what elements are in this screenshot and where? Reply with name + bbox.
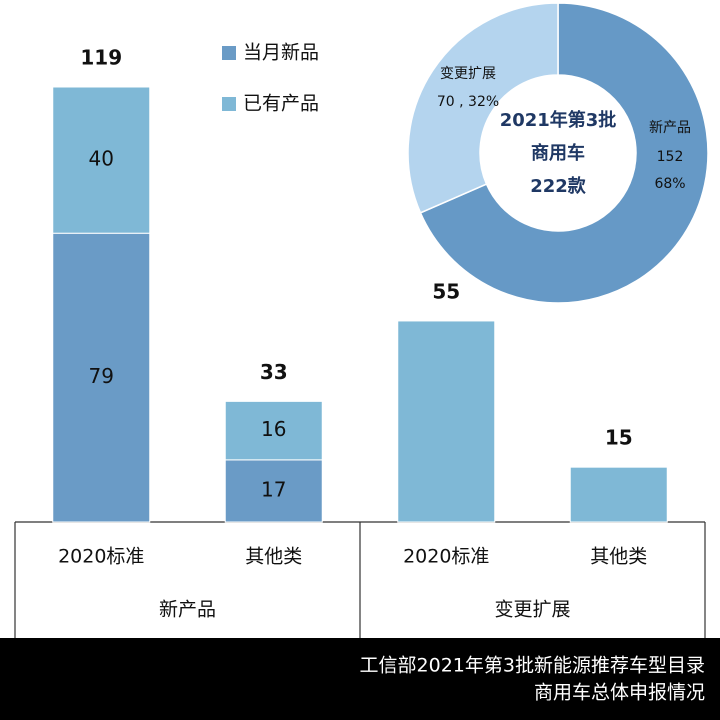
slice-name: 新产品 — [649, 120, 691, 136]
footer-line: 工信部2021年第3批新能源推荐车型目录 — [360, 655, 705, 677]
group-label: 变更扩展 — [494, 599, 570, 621]
legend-label: 当月新品 — [243, 42, 319, 64]
slice-name: 变更扩展 — [440, 66, 496, 82]
footer-line: 商用车总体申报情况 — [534, 682, 705, 704]
total-label: 15 — [605, 426, 633, 450]
segment-label: 17 — [261, 477, 286, 501]
total-label: 33 — [260, 360, 288, 384]
footer-band — [0, 638, 720, 720]
x-tick-label: 2020标准 — [403, 546, 489, 568]
total-label: 55 — [432, 279, 460, 303]
donut-center-text: 商用车 — [531, 142, 585, 164]
slice-label-part: , — [455, 94, 468, 110]
bar-segment — [52, 232, 151, 523]
donut-hole — [480, 75, 636, 231]
slice-value: 152 — [657, 149, 684, 165]
bar-segment — [224, 459, 323, 523]
legend-label: 已有产品 — [243, 93, 319, 115]
slice-label-part: 70 — [437, 94, 455, 110]
x-tick-label: 其他类 — [590, 546, 647, 568]
category-axis-box — [14, 521, 706, 638]
bar-segment — [397, 320, 496, 523]
donut-center-text: 2021年第3批 — [500, 109, 617, 131]
group-label: 新产品 — [159, 599, 216, 621]
segment-label: 16 — [261, 417, 286, 441]
segment-label: 79 — [89, 364, 114, 388]
legend-swatch — [222, 97, 236, 111]
slice-label: 70 , 32% — [437, 94, 499, 110]
bar-segment — [569, 466, 668, 523]
slice-label-part: 32% — [468, 94, 499, 110]
slice-percent: 68% — [654, 176, 685, 192]
bar-segment — [52, 86, 151, 234]
donut-center-text: 222款 — [530, 175, 587, 197]
x-tick-label: 2020标准 — [58, 546, 144, 568]
legend-swatch — [222, 46, 236, 60]
x-tick-label: 其他类 — [245, 546, 302, 568]
bar-segment — [224, 400, 323, 461]
segment-label: 40 — [89, 147, 114, 171]
total-label: 119 — [80, 46, 122, 70]
